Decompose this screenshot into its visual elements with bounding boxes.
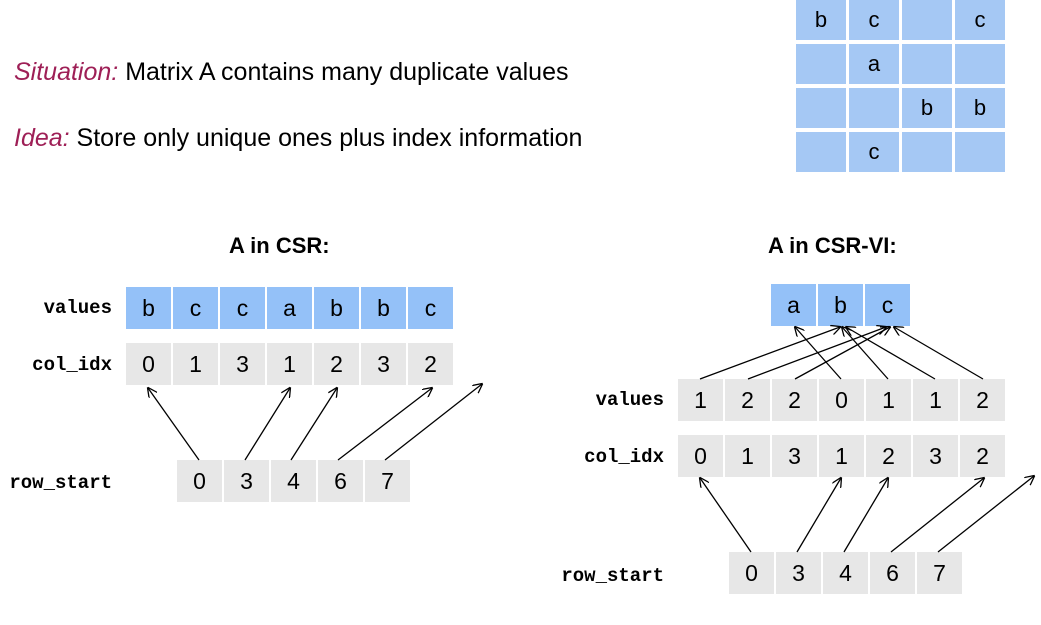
csrvi-rowstart-arrow	[937, 476, 1034, 553]
csr-rowstart-label: row_start	[9, 472, 112, 494]
csrvi-unique-value-cell: a	[771, 284, 816, 326]
csr-value-cell: b	[126, 287, 171, 329]
csrvi-value-arrow	[747, 327, 886, 380]
matrix-cell: b	[902, 88, 952, 128]
matrix-cell: b	[955, 88, 1005, 128]
csr-rowstart-cell: 7	[365, 460, 410, 502]
idea-text: Store only unique ones plus index inform…	[69, 124, 583, 152]
csrvi-rowstart-arrow	[843, 478, 888, 553]
csrvi-rowstart-arrow	[890, 478, 984, 553]
csr-value-cell: c	[408, 287, 453, 329]
csrvi-rowstart-cell: 3	[776, 552, 821, 594]
csrvi-heading: A in CSR-VI:	[768, 233, 897, 258]
situation-text: Matrix A contains many duplicate values	[118, 58, 569, 86]
csrvi-value-cell: 1	[866, 379, 911, 421]
csrvi-value-arrow	[699, 327, 840, 380]
csr-value-cell: b	[361, 287, 406, 329]
csr-colidx-cell: 3	[361, 343, 406, 385]
matrix-cell: c	[849, 132, 899, 172]
csr-rowstart-cell: 0	[177, 460, 222, 502]
csrvi-rowstart-cell: 4	[823, 552, 868, 594]
csr-rowstart-arrow	[290, 388, 337, 461]
csr-value-cell: b	[314, 287, 359, 329]
csr-values-label: values	[43, 297, 112, 319]
csrvi-rowstart-label: row_start	[561, 565, 664, 587]
csrvi-value-cell: 2	[772, 379, 817, 421]
matrix-cell: c	[849, 0, 899, 40]
matrix-cell	[902, 132, 952, 172]
csr-rowstart-arrow	[337, 388, 432, 461]
csrvi-value-cell: 2	[725, 379, 770, 421]
matrix-cell	[955, 132, 1005, 172]
csrvi-value-arrow	[894, 327, 984, 380]
csr-rowstart-cell: 6	[318, 460, 363, 502]
csrvi-value-arrow	[794, 327, 890, 380]
situation-line: Situation: Matrix A contains many duplic…	[14, 58, 568, 87]
csrvi-value-cell: 2	[960, 379, 1005, 421]
matrix-cell: b	[796, 0, 846, 40]
csr-colidx-cell: 0	[126, 343, 171, 385]
csrvi-colidx-cell: 3	[772, 435, 817, 477]
matrix-cell: c	[955, 0, 1005, 40]
matrix-a: b c c a b b c	[796, 0, 1006, 176]
situation-label: Situation:	[14, 58, 119, 86]
idea-label: Idea:	[14, 124, 70, 152]
csr-colidx-cell: 2	[314, 343, 359, 385]
matrix-cell	[796, 44, 846, 84]
csr-rowstart-cell: 4	[271, 460, 316, 502]
csrvi-colidx-cell: 3	[913, 435, 958, 477]
csrvi-rowstart-arrow	[700, 478, 752, 553]
matrix-cell: a	[849, 44, 899, 84]
csrvi-colidx-cell: 0	[678, 435, 723, 477]
idea-line: Idea: Store only unique ones plus index …	[14, 124, 582, 153]
csrvi-value-arrow	[842, 327, 889, 380]
csr-heading: A in CSR:	[229, 233, 330, 258]
csr-colidx-cell: 1	[173, 343, 218, 385]
csrvi-values-label: values	[595, 389, 664, 411]
csrvi-colidx-label: col_idx	[584, 446, 664, 468]
csrvi-unique-value-cell: b	[818, 284, 863, 326]
matrix-cell	[902, 44, 952, 84]
csr-value-cell: c	[220, 287, 265, 329]
csr-value-cell: c	[173, 287, 218, 329]
csrvi-rowstart-cell: 0	[729, 552, 774, 594]
csr-colidx-label: col_idx	[32, 354, 112, 376]
csr-rowstart-arrow	[148, 388, 200, 461]
csrvi-value-cell: 1	[913, 379, 958, 421]
csrvi-value-cell: 0	[819, 379, 864, 421]
matrix-cell	[955, 44, 1005, 84]
csr-colidx-cell: 1	[267, 343, 312, 385]
csrvi-colidx-cell: 2	[866, 435, 911, 477]
csr-colidx-cell: 2	[408, 343, 453, 385]
matrix-cell	[902, 0, 952, 40]
csr-rowstart-arrow	[244, 388, 290, 461]
csrvi-colidx-cell: 1	[725, 435, 770, 477]
csrvi-colidx-cell: 1	[819, 435, 864, 477]
csrvi-unique-value-cell: c	[865, 284, 910, 326]
csrvi-value-arrow	[795, 327, 842, 380]
csr-rowstart-cell: 3	[224, 460, 269, 502]
matrix-cell	[796, 132, 846, 172]
matrix-cell	[796, 88, 846, 128]
csr-colidx-cell: 3	[220, 343, 265, 385]
csrvi-value-arrow	[846, 327, 936, 380]
csrvi-value-cell: 1	[678, 379, 723, 421]
csrvi-rowstart-cell: 6	[870, 552, 915, 594]
csrvi-rowstart-cell: 7	[917, 552, 962, 594]
csrvi-rowstart-arrow	[796, 478, 841, 553]
csr-rowstart-arrow	[384, 384, 482, 461]
csr-value-cell: a	[267, 287, 312, 329]
matrix-cell	[849, 88, 899, 128]
csrvi-colidx-cell: 2	[960, 435, 1005, 477]
